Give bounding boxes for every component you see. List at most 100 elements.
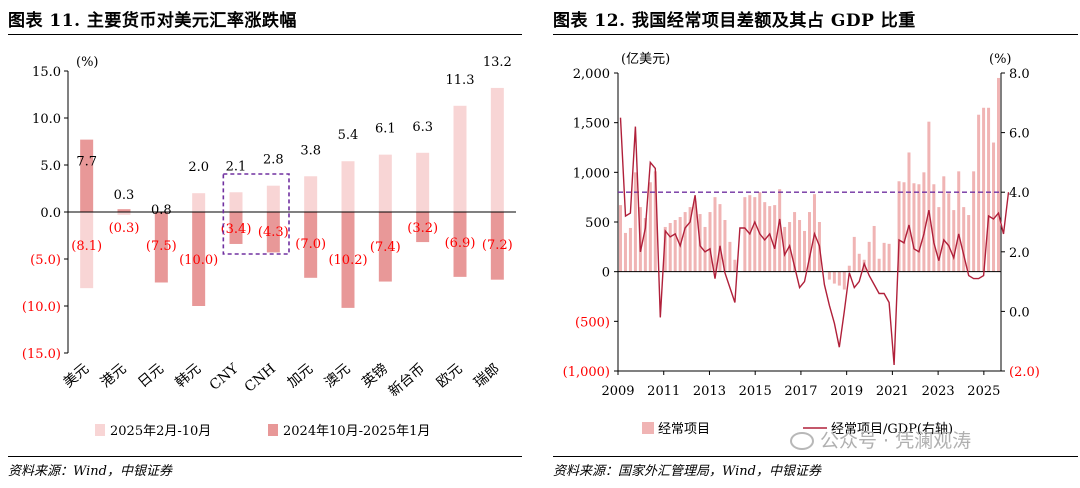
bar-2024-oct-2025-jan	[266, 212, 280, 253]
current-account-bar	[937, 207, 941, 272]
right-y-tick-label: 4.0	[1009, 186, 1030, 201]
x-category-label: CNY	[207, 360, 243, 393]
legend-swatch-bars	[642, 422, 654, 434]
bar-2025-feb-oct	[416, 152, 430, 212]
data-label-black: 2.8	[263, 153, 284, 168]
current-account-chart: 2,000 1,500 1,000 500 0 (500) (1,000) 8.0 6.0 4.0…	[563, 52, 1040, 437]
current-account-bar	[932, 184, 936, 272]
legend-label-2024: 2024年10月-2025年1月	[283, 424, 430, 439]
current-account-bar	[793, 212, 797, 272]
legend-swatch-2025	[95, 424, 105, 436]
x-tick-label: 2015	[739, 384, 772, 399]
current-account-bar	[992, 142, 996, 272]
current-account-bar	[768, 206, 772, 272]
bar-2025-feb-oct	[117, 212, 131, 215]
y-unit-label: (%)	[76, 55, 99, 70]
current-account-bar	[753, 197, 757, 272]
data-label-red: (7.0)	[295, 237, 326, 252]
watermark-text: 公众号 · 凭澜观涛	[820, 430, 972, 452]
data-label-red: (10.0)	[179, 253, 218, 268]
current-account-bar	[952, 210, 956, 272]
current-account-gdp-line	[619, 117, 1010, 366]
current-account-bar	[728, 241, 732, 272]
y-tick-label: (5.0)	[30, 253, 61, 268]
x-tick-label: 2011	[647, 384, 680, 399]
left-y-tick-label: 0	[602, 266, 610, 281]
data-label-red: (7.5)	[146, 239, 177, 254]
current-account-bar	[633, 172, 637, 272]
current-account-bar	[962, 207, 966, 272]
current-account-bar	[688, 207, 692, 272]
x-category-label: 日元	[135, 361, 167, 391]
bar-2024-oct-2025-jan	[117, 209, 131, 212]
current-account-bar	[723, 220, 727, 272]
current-account-bar	[783, 226, 787, 272]
data-label-black: 13.2	[483, 55, 512, 70]
current-account-bar	[668, 222, 672, 272]
bar-2025-feb-oct	[266, 185, 280, 212]
title-rule-left	[8, 34, 522, 35]
current-account-bar	[623, 232, 627, 272]
right-y-tick-label: 8.0	[1009, 67, 1030, 82]
x-category-label: 加元	[285, 361, 317, 391]
x-category-label: 新台币	[386, 361, 428, 400]
title-rule-right	[553, 34, 1078, 35]
chart-title-left: 图表 11. 主要货币对美元汇率涨跌幅	[8, 11, 297, 31]
current-account-bar	[867, 241, 871, 272]
legend-label-2025: 2025年2月-10月	[110, 424, 211, 439]
current-account-bar	[922, 172, 926, 272]
right-unit-label: (%)	[989, 52, 1012, 67]
chart-title-right: 图表 12. 我国经常项目差额及其占 GDP 比重	[553, 11, 916, 31]
bar-2025-feb-oct	[453, 105, 467, 212]
x-tick-label: 2013	[693, 384, 726, 399]
data-label-red: (10.2)	[328, 253, 367, 268]
watermark: 公众号 · 凭澜观涛	[790, 426, 971, 453]
current-account-bar	[708, 212, 712, 272]
bar-2024-oct-2025-jan	[490, 212, 504, 280]
current-account-bar	[887, 243, 891, 272]
data-label-black: 6.1	[375, 122, 396, 137]
source-note-left: 资料来源：Wind，中银证券	[8, 464, 172, 479]
x-category-label: 瑞郎	[471, 361, 503, 391]
y-tick-label: (15.0)	[22, 347, 61, 362]
current-account-bar	[628, 227, 632, 272]
data-label-red: (3.4)	[221, 222, 252, 237]
current-account-bar	[693, 201, 697, 272]
y-tick-label: 15.0	[32, 65, 61, 80]
bar-2024-oct-2025-jan	[192, 212, 206, 306]
chart-panel-left: 图表 11. 主要货币对美元汇率涨跌幅 15.0 10.0 5.0 0.0 (5.0) (…	[0, 0, 530, 488]
current-account-bar	[967, 215, 971, 272]
left-unit-label: (亿美元)	[621, 52, 670, 67]
current-account-bar	[663, 226, 667, 272]
current-account-bar	[957, 171, 961, 272]
current-account-bar	[743, 197, 747, 272]
current-account-bar	[857, 253, 861, 272]
current-account-bar	[942, 176, 946, 272]
bar-2024-oct-2025-jan	[304, 212, 318, 278]
x-tick-label: 2021	[876, 384, 909, 399]
current-account-bar	[733, 259, 737, 272]
current-account-bar	[972, 171, 976, 272]
current-account-bar	[912, 183, 916, 272]
source-note-right: 资料来源：国家外汇管理局，Wind，中银证券	[553, 464, 821, 479]
right-y-tick-label: 6.0	[1009, 127, 1030, 142]
bar-2025-feb-oct	[192, 193, 206, 212]
data-label-black: 6.3	[412, 120, 433, 135]
current-account-bar	[977, 114, 981, 272]
chart-panel-right: 图表 12. 我国经常项目差额及其占 GDP 比重 2,000 1,500 1,00…	[545, 0, 1080, 488]
left-y-tick-label: (500)	[575, 315, 610, 330]
current-account-bar	[907, 152, 911, 272]
data-label-red: (7.2)	[482, 238, 513, 253]
data-label-black: 0.3	[114, 188, 135, 203]
current-account-bar	[773, 205, 777, 272]
x-tick-label: 2025	[967, 384, 1000, 399]
bar-2024-oct-2025-jan	[154, 212, 168, 283]
bar-2024-oct-2025-jan	[229, 212, 243, 244]
legend-label-bars: 经常项目	[658, 422, 710, 437]
source-rule-right	[553, 456, 1078, 457]
current-account-bar	[927, 121, 931, 272]
x-category-label: 澳元	[322, 361, 354, 391]
current-account-bar	[852, 236, 856, 272]
bar-2025-feb-oct	[378, 154, 392, 212]
data-label-black: 11.3	[446, 73, 475, 88]
